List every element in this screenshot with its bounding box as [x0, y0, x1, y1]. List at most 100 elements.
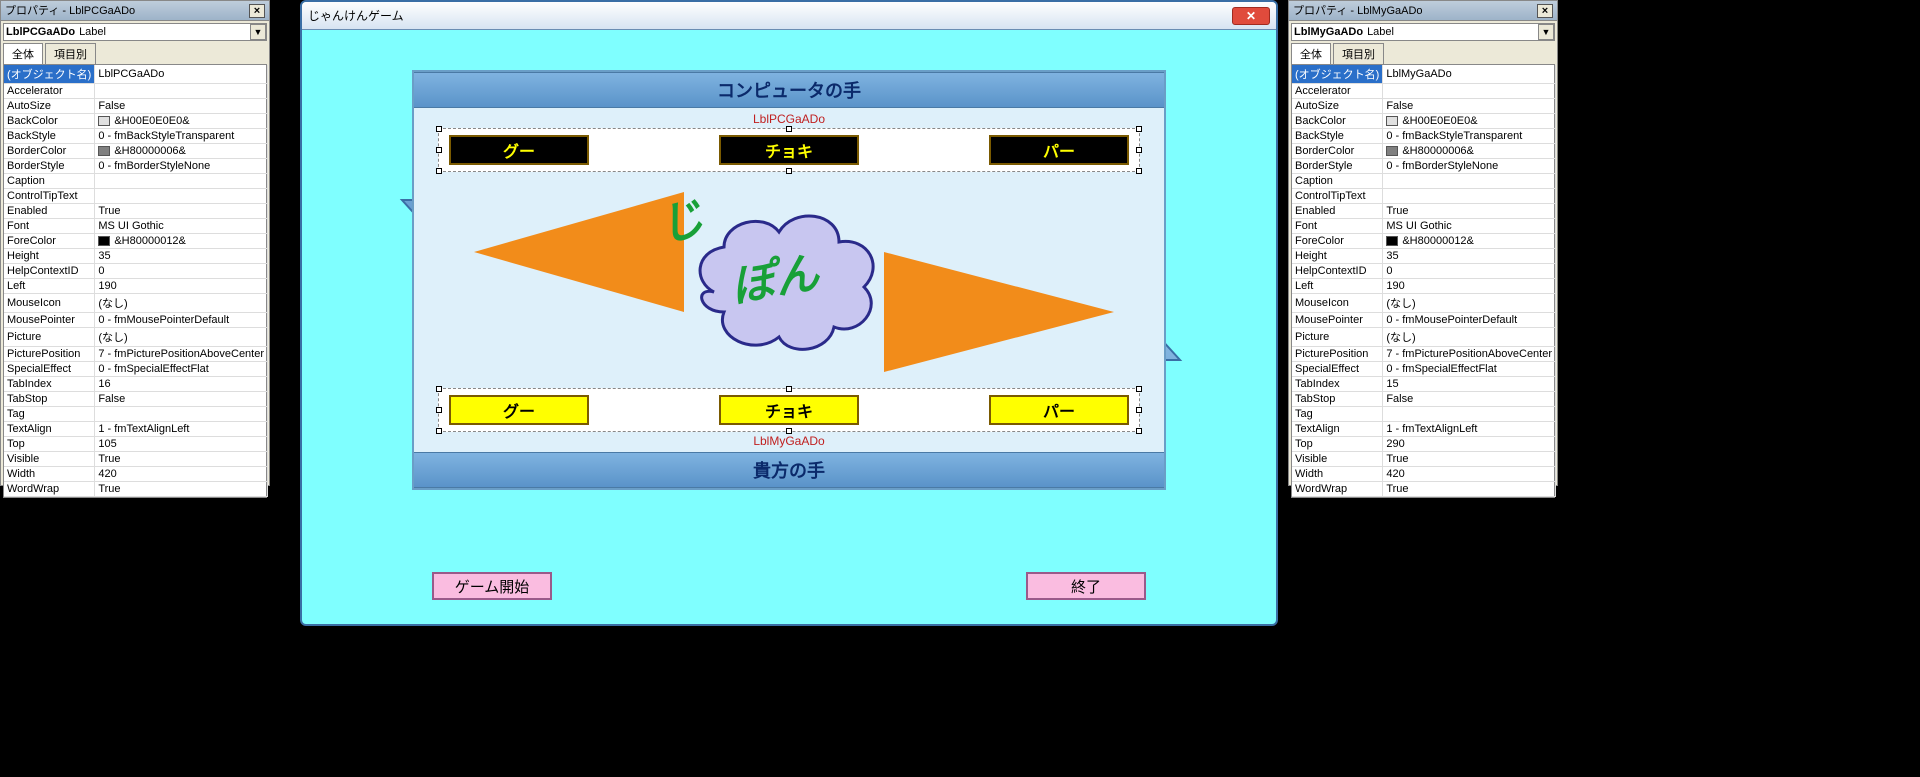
- property-value[interactable]: 16: [95, 377, 268, 392]
- property-value[interactable]: False: [1383, 99, 1556, 114]
- property-value[interactable]: (なし): [95, 294, 268, 313]
- property-row[interactable]: BorderStyle0 - fmBorderStyleNone: [1292, 159, 1556, 174]
- property-pane-titlebar[interactable]: プロパティ - LblMyGaADo ×: [1289, 1, 1557, 21]
- property-value[interactable]: &H80000012&: [95, 234, 268, 249]
- property-row[interactable]: Top105: [4, 437, 268, 452]
- property-row[interactable]: Left190: [4, 279, 268, 294]
- property-value[interactable]: True: [95, 452, 268, 467]
- property-value[interactable]: (なし): [95, 328, 268, 347]
- property-row[interactable]: HelpContextID0: [1292, 264, 1556, 279]
- pc-hand-row[interactable]: グー チョキ パー: [438, 128, 1140, 172]
- property-value[interactable]: 0: [95, 264, 268, 279]
- property-value[interactable]: 0 - fmBorderStyleNone: [95, 159, 268, 174]
- property-value[interactable]: 0 - fmSpecialEffectFlat: [1383, 362, 1556, 377]
- property-row[interactable]: SpecialEffect0 - fmSpecialEffectFlat: [1292, 362, 1556, 377]
- property-row[interactable]: TextAlign1 - fmTextAlignLeft: [4, 422, 268, 437]
- property-value[interactable]: 0 - fmBackStyleTransparent: [95, 129, 268, 144]
- property-value[interactable]: &H00E0E0E0&: [1383, 114, 1556, 129]
- property-row[interactable]: EnabledTrue: [1292, 204, 1556, 219]
- property-value[interactable]: 420: [1383, 467, 1556, 482]
- property-value[interactable]: [95, 84, 268, 99]
- property-value[interactable]: True: [1383, 452, 1556, 467]
- property-value[interactable]: True: [1383, 482, 1556, 497]
- property-value[interactable]: 1 - fmTextAlignLeft: [95, 422, 268, 437]
- property-value[interactable]: 35: [95, 249, 268, 264]
- property-row[interactable]: Tag: [1292, 407, 1556, 422]
- property-row[interactable]: TabStopFalse: [4, 392, 268, 407]
- property-row[interactable]: ControlTipText: [1292, 189, 1556, 204]
- close-icon[interactable]: ×: [249, 4, 265, 18]
- property-value[interactable]: LblPCGaADo: [95, 65, 268, 84]
- chevron-down-icon[interactable]: ▼: [250, 24, 266, 40]
- property-row[interactable]: AutoSizeFalse: [4, 99, 268, 114]
- property-value[interactable]: [1383, 84, 1556, 99]
- tab-all[interactable]: 全体: [3, 43, 43, 64]
- start-button[interactable]: ゲーム開始: [432, 572, 552, 600]
- property-value[interactable]: LblMyGaADo: [1383, 65, 1556, 84]
- property-row[interactable]: EnabledTrue: [4, 204, 268, 219]
- property-row[interactable]: PicturePosition7 - fmPicturePositionAbov…: [4, 347, 268, 362]
- property-row[interactable]: Left190: [1292, 279, 1556, 294]
- property-value[interactable]: True: [1383, 204, 1556, 219]
- property-row[interactable]: (オブジェクト名)LblMyGaADo: [1292, 65, 1556, 84]
- property-value[interactable]: [95, 407, 268, 422]
- property-value[interactable]: [1383, 189, 1556, 204]
- my-hand-pa[interactable]: パー: [989, 395, 1129, 425]
- property-row[interactable]: MouseIcon(なし): [4, 294, 268, 313]
- property-row[interactable]: MouseIcon(なし): [1292, 294, 1556, 313]
- property-value[interactable]: (なし): [1383, 328, 1556, 347]
- tab-by-item[interactable]: 項目別: [1333, 43, 1384, 64]
- property-value[interactable]: &H00E0E0E0&: [95, 114, 268, 129]
- property-value[interactable]: 0 - fmBorderStyleNone: [1383, 159, 1556, 174]
- property-row[interactable]: WordWrapTrue: [4, 482, 268, 497]
- my-hand-choki[interactable]: チョキ: [719, 395, 859, 425]
- property-value[interactable]: MS UI Gothic: [1383, 219, 1556, 234]
- property-value[interactable]: &H80000012&: [1383, 234, 1556, 249]
- property-row[interactable]: Width420: [4, 467, 268, 482]
- property-row[interactable]: Picture(なし): [4, 328, 268, 347]
- property-row[interactable]: Accelerator: [4, 84, 268, 99]
- property-value[interactable]: 7 - fmPicturePositionAboveCenter: [1383, 347, 1556, 362]
- property-row[interactable]: VisibleTrue: [4, 452, 268, 467]
- property-value[interactable]: [95, 189, 268, 204]
- property-value[interactable]: 105: [95, 437, 268, 452]
- my-hand-gu[interactable]: グー: [449, 395, 589, 425]
- property-row[interactable]: TabStopFalse: [1292, 392, 1556, 407]
- property-value[interactable]: 190: [95, 279, 268, 294]
- property-row[interactable]: AutoSizeFalse: [1292, 99, 1556, 114]
- property-value[interactable]: 0 - fmBackStyleTransparent: [1383, 129, 1556, 144]
- property-value[interactable]: (なし): [1383, 294, 1556, 313]
- pc-hand-choki[interactable]: チョキ: [719, 135, 859, 165]
- property-pane-titlebar[interactable]: プロパティ - LblPCGaADo ×: [1, 1, 269, 21]
- property-value[interactable]: &H80000006&: [95, 144, 268, 159]
- property-row[interactable]: Width420: [1292, 467, 1556, 482]
- end-button[interactable]: 終了: [1026, 572, 1146, 600]
- my-hand-row[interactable]: グー チョキ パー: [438, 388, 1140, 432]
- property-row[interactable]: Accelerator: [1292, 84, 1556, 99]
- chevron-down-icon[interactable]: ▼: [1538, 24, 1554, 40]
- property-row[interactable]: Top290: [1292, 437, 1556, 452]
- property-row[interactable]: ForeColor&H80000012&: [1292, 234, 1556, 249]
- pc-hand-gu[interactable]: グー: [449, 135, 589, 165]
- property-value[interactable]: True: [95, 482, 268, 497]
- property-row[interactable]: TextAlign1 - fmTextAlignLeft: [1292, 422, 1556, 437]
- property-value[interactable]: MS UI Gothic: [95, 219, 268, 234]
- close-icon[interactable]: ×: [1537, 4, 1553, 18]
- property-row[interactable]: PicturePosition7 - fmPicturePositionAbov…: [1292, 347, 1556, 362]
- game-titlebar[interactable]: じゃんけんゲーム ✕: [302, 2, 1276, 30]
- property-value[interactable]: [1383, 174, 1556, 189]
- property-row[interactable]: BackStyle0 - fmBackStyleTransparent: [1292, 129, 1556, 144]
- property-value[interactable]: 7 - fmPicturePositionAboveCenter: [95, 347, 268, 362]
- property-value[interactable]: 35: [1383, 249, 1556, 264]
- property-row[interactable]: FontMS UI Gothic: [1292, 219, 1556, 234]
- property-row[interactable]: TabIndex16: [4, 377, 268, 392]
- property-row[interactable]: Height35: [1292, 249, 1556, 264]
- window-close-button[interactable]: ✕: [1232, 7, 1270, 25]
- property-value[interactable]: 190: [1383, 279, 1556, 294]
- property-row[interactable]: MousePointer0 - fmMousePointerDefault: [4, 313, 268, 328]
- pc-hand-pa[interactable]: パー: [989, 135, 1129, 165]
- property-row[interactable]: BackColor&H00E0E0E0&: [4, 114, 268, 129]
- property-grid-left[interactable]: (オブジェクト名)LblPCGaADoAcceleratorAutoSizeFa…: [3, 64, 267, 498]
- property-row[interactable]: (オブジェクト名)LblPCGaADo: [4, 65, 268, 84]
- property-value[interactable]: [1383, 407, 1556, 422]
